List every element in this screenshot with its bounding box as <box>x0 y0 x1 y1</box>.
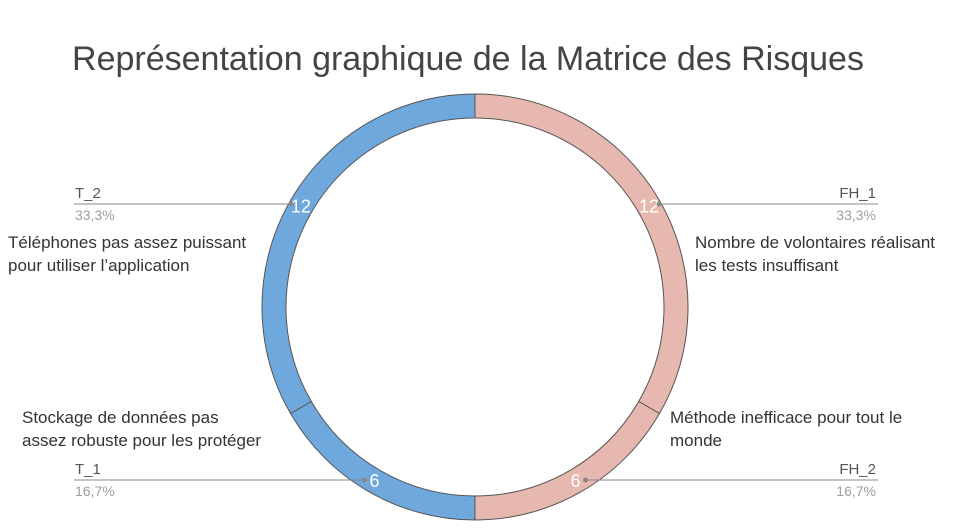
slice-value-label: 12 <box>291 197 311 217</box>
slice-value-label: 6 <box>570 471 580 491</box>
leader-dot <box>288 201 294 207</box>
slice-code-label: T_2 <box>75 185 101 202</box>
slice-value-label: 6 <box>369 471 379 491</box>
slice-fh-2 <box>474 400 661 521</box>
slice-percent-label: 33,3% <box>75 207 115 223</box>
leader-dot <box>362 477 367 483</box>
chart-title: Représentation graphique de la Matrice d… <box>72 40 864 78</box>
slice-code-label: FH_2 <box>839 461 876 478</box>
slice-t-1 <box>289 400 476 521</box>
slice-value-label: 12 <box>639 197 659 217</box>
slice-description: Téléphones pas assez puissant pour utilis… <box>8 233 246 275</box>
slice-percent-label: 16,7% <box>75 483 115 499</box>
slice-percent-label: 16,7% <box>836 483 876 499</box>
slice-fh-1 <box>474 93 689 415</box>
slice-code-label: T_1 <box>75 461 101 478</box>
labels-group: 12 FH_1 33,3% Nombre de volontaires réalisa… <box>8 185 935 499</box>
leader-dot <box>583 477 588 483</box>
slice-code-label: FH_1 <box>839 185 876 202</box>
slices-group <box>261 93 689 521</box>
slice-percent-label: 33,3% <box>836 207 876 223</box>
slice-description: Méthode inefficace pour tout le monde <box>670 408 902 450</box>
leader-dot <box>656 201 662 207</box>
slice-description: Nombre de volontaires réalisant les tests… <box>695 233 935 275</box>
slice-description: Stockage de données pas assez robuste pou… <box>22 408 261 450</box>
slice-t-2 <box>261 93 476 415</box>
